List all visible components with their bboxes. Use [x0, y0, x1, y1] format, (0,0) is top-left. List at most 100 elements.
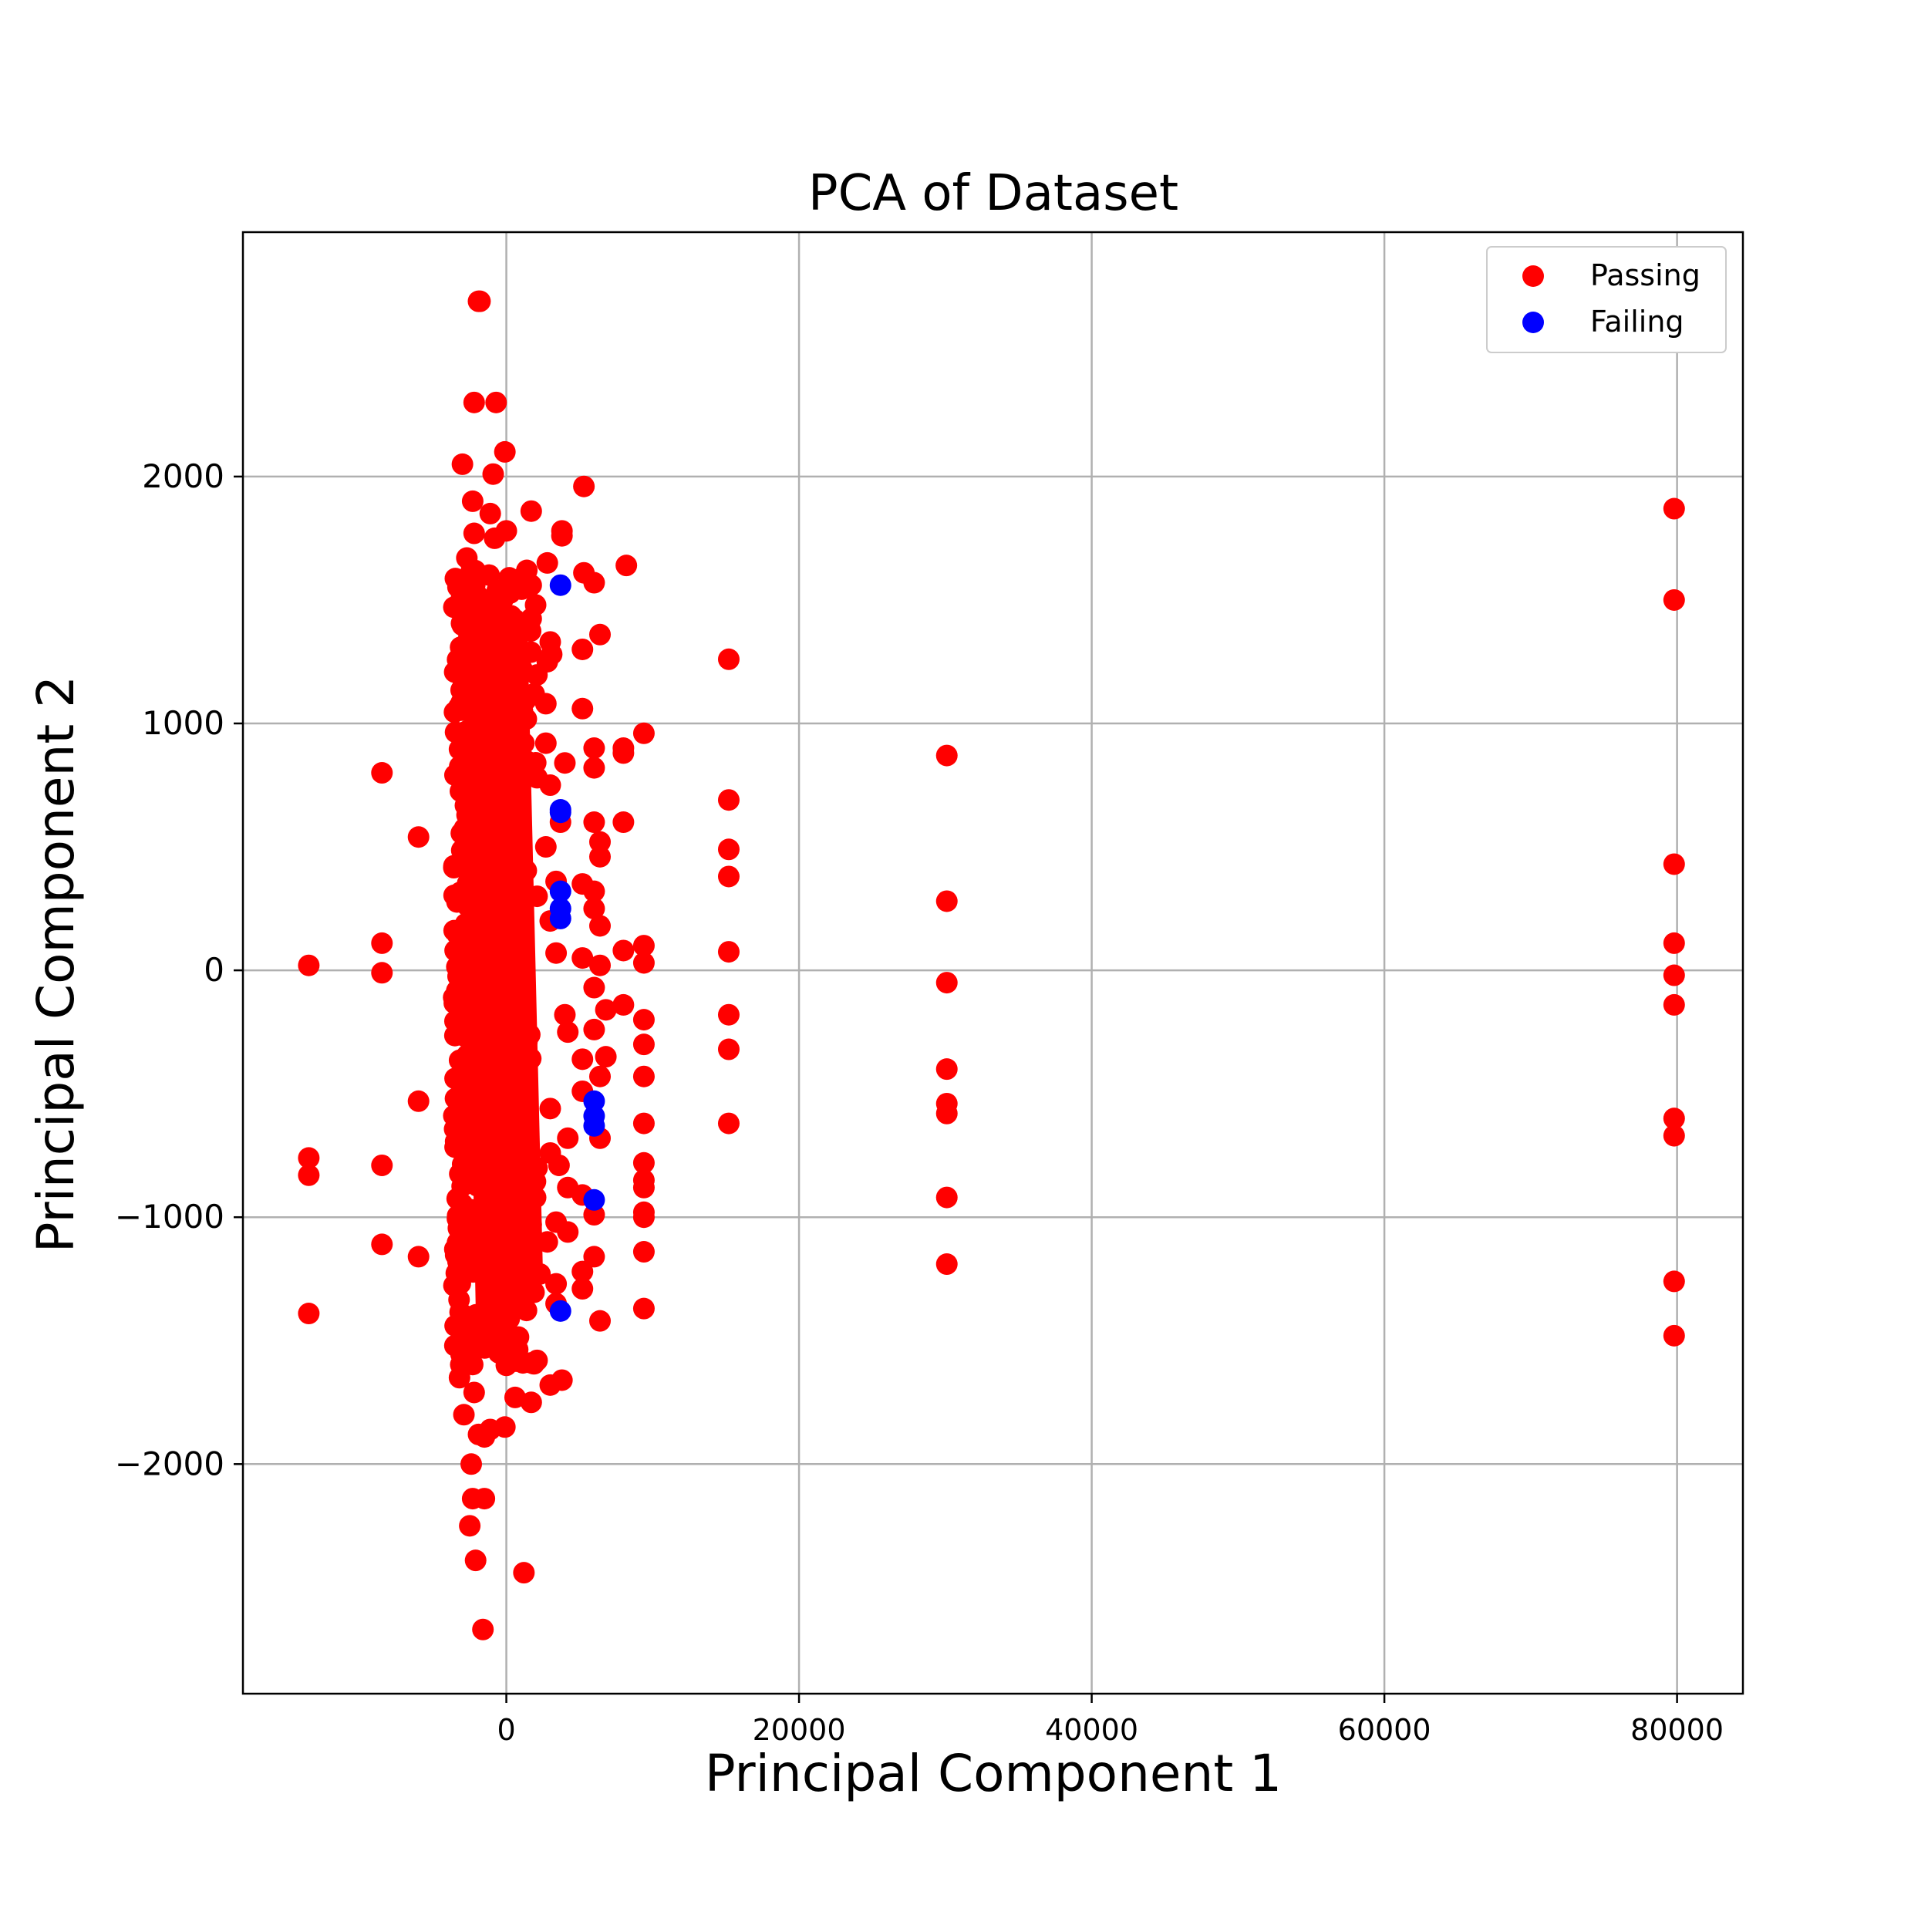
passing-point [520, 1213, 542, 1236]
y-tick-label: −1000 [115, 1198, 224, 1236]
x-axis-ticks: 0 20000 40000 60000 80000 [497, 1694, 1724, 1747]
passing-point [520, 574, 542, 596]
dense-point [489, 981, 511, 1003]
passing-point [557, 1176, 579, 1199]
passing-point [447, 722, 469, 744]
passing-point [526, 1157, 548, 1179]
passing-point [571, 1260, 594, 1283]
passing-point [589, 623, 612, 646]
dense-point [472, 1076, 494, 1098]
legend-failing-marker [1522, 312, 1544, 333]
passing-point [534, 732, 557, 754]
passing-point [571, 1278, 594, 1300]
passing-point [632, 1033, 655, 1056]
passing-point [520, 500, 542, 522]
passing-point [453, 693, 475, 715]
passing-point [632, 1297, 655, 1320]
dense-point [499, 582, 521, 604]
dense-point [456, 1201, 478, 1223]
passing-point [461, 490, 484, 512]
passing-point [298, 954, 320, 976]
passing-point [444, 939, 467, 962]
dense-point [455, 1007, 477, 1030]
x-tick-label: 80000 [1630, 1713, 1724, 1747]
passing-point [589, 954, 612, 976]
passing-point [551, 1369, 573, 1391]
passing-point [1663, 1124, 1685, 1147]
dense-point [511, 1087, 534, 1109]
passing-point [526, 885, 548, 908]
dense-point [458, 626, 480, 649]
passing-point [477, 685, 500, 707]
dense-point [477, 733, 500, 756]
passing-point [498, 567, 521, 589]
passing-point [407, 1246, 430, 1268]
passing-point [595, 1046, 617, 1068]
passing-point [534, 836, 557, 858]
passing-point [456, 1332, 478, 1354]
y-tick-label: 1000 [142, 704, 224, 742]
passing-point [479, 502, 501, 524]
dense-point [479, 707, 501, 730]
passing-point [717, 838, 740, 861]
passing-point [1663, 497, 1685, 520]
passing-point [539, 1141, 561, 1164]
dense-point [490, 922, 513, 945]
failing-point [583, 1189, 605, 1211]
dense-point [515, 859, 538, 882]
dense-point [446, 891, 468, 913]
passing-point [571, 697, 594, 720]
passing-point [463, 522, 485, 545]
dense-point [491, 843, 514, 865]
passing-point [541, 643, 563, 666]
passing-point [935, 1102, 958, 1124]
passing-point [571, 638, 594, 660]
failing-point [549, 880, 571, 902]
dense-point [516, 1030, 538, 1053]
passing-point [935, 890, 958, 912]
dense-point [447, 649, 469, 671]
passing-point [477, 1322, 500, 1344]
passing-point [463, 1381, 485, 1404]
passing-point [632, 1206, 655, 1229]
x-tick-label: 20000 [753, 1713, 846, 1747]
passing-point [551, 524, 573, 547]
passing-point [612, 811, 635, 834]
chart-title: PCA of Dataset [808, 165, 1178, 222]
passing-point [632, 722, 655, 744]
passing-point [717, 865, 740, 888]
passing-point [507, 935, 529, 957]
dense-point [494, 1003, 516, 1026]
passing-point [485, 391, 507, 413]
passing-point [717, 1038, 740, 1060]
passing-point [583, 898, 605, 920]
dense-point [501, 1179, 523, 1202]
passing-point [464, 1549, 487, 1572]
passing-point [298, 1147, 320, 1169]
passing-point [460, 1453, 483, 1475]
passing-point [451, 453, 474, 475]
dense-point [443, 1104, 465, 1127]
passing-point [589, 831, 612, 853]
passing-point [524, 1186, 547, 1209]
passing-point [504, 609, 526, 631]
passing-point [589, 845, 612, 868]
passing-point [589, 915, 612, 937]
dense-point [487, 941, 509, 963]
dense-point [478, 564, 501, 586]
legend-box [1486, 246, 1727, 353]
passing-point [534, 693, 557, 715]
passing-point [1663, 853, 1685, 875]
passing-point [717, 648, 740, 670]
passing-point [632, 1112, 655, 1135]
passing-point [632, 1176, 655, 1199]
passing-point [554, 1003, 576, 1026]
legend-failing-label: Failing [1590, 305, 1684, 339]
passing-point [536, 1231, 558, 1253]
passing-point [470, 660, 493, 683]
passing-point [529, 1263, 551, 1285]
passing-point [463, 391, 485, 413]
passing-point [457, 567, 480, 589]
y-tick-label: −2000 [115, 1445, 224, 1482]
